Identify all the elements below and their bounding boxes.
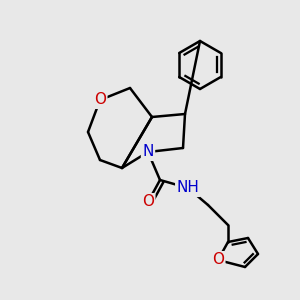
Text: O: O <box>142 194 154 209</box>
Text: O: O <box>212 253 224 268</box>
Text: N: N <box>142 145 154 160</box>
Text: NH: NH <box>177 181 200 196</box>
Text: O: O <box>94 92 106 107</box>
